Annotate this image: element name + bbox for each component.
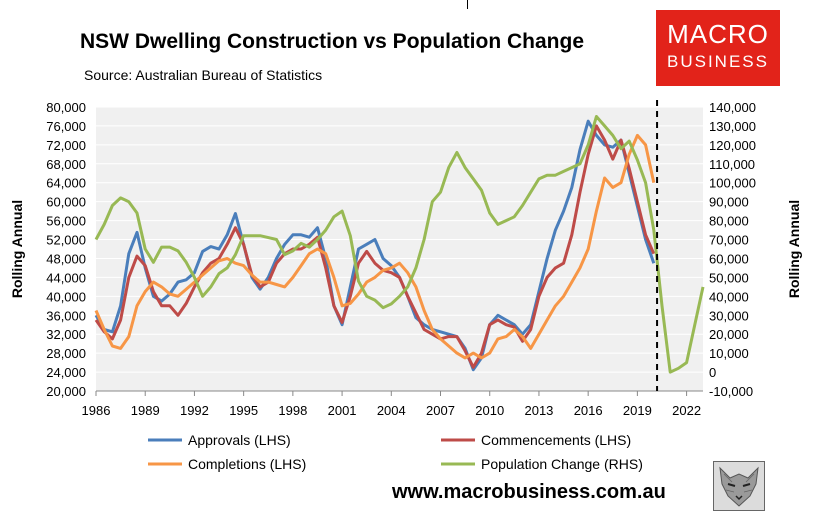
y-axis-right-title: Rolling Annual	[786, 200, 802, 298]
x-tick-label: 2004	[377, 403, 406, 418]
y-left-tick-label: 48,000	[46, 251, 86, 266]
y-left-tick-label: 36,000	[46, 308, 86, 323]
chart-title: NSW Dwelling Construction vs Population …	[80, 30, 585, 53]
y-axis-left-title: Rolling Annual	[9, 200, 25, 298]
y-axis-left: 20,000 24,000 28,000 32,000 36,000 40,000 44,0…	[46, 100, 86, 399]
logo-line-1: MACRO	[667, 19, 769, 49]
y-right-tick-label: 40,000	[709, 289, 749, 304]
y-axis-right: -10,000 0 10,000 20,000 30,000 40,000 50,000 60…	[709, 100, 756, 399]
legend-label-completions: Completions (LHS)	[188, 456, 306, 472]
y-right-tick-label: 110,000	[709, 157, 755, 172]
x-tick-label: 2013	[524, 403, 553, 418]
plot-area	[96, 107, 703, 391]
y-left-tick-label: 28,000	[46, 346, 86, 361]
logo-line-2: BUSINESS	[667, 52, 769, 71]
chart-source: Source: Australian Bureau of Statistics	[84, 67, 323, 83]
y-left-tick-label: 64,000	[46, 176, 86, 191]
y-left-tick-label: 24,000	[46, 365, 86, 380]
legend-label-population: Population Change (RHS)	[481, 456, 643, 472]
y-right-tick-label: 0	[709, 365, 716, 380]
y-right-tick-label: 90,000	[709, 195, 749, 210]
y-right-tick-label: 20,000	[709, 327, 749, 342]
y-left-tick-label: 80,000	[46, 100, 86, 115]
website-url[interactable]: www.macrobusiness.com.au	[392, 481, 666, 503]
legend-label-commencements: Commencements (LHS)	[481, 432, 631, 448]
x-tick-label: 1998	[278, 403, 307, 418]
y-right-tick-label: 60,000	[709, 251, 749, 266]
series-lines	[94, 115, 705, 374]
series-line-commencements-lhs	[94, 124, 656, 369]
x-axis: 1986 1989 1992 1995 1998 2001 2004 2007 2010 2013…	[82, 390, 703, 418]
y-left-tick-label: 68,000	[46, 157, 86, 172]
x-tick-label: 2001	[328, 403, 357, 418]
y-right-tick-label: 30,000	[709, 308, 749, 323]
x-tick-label: 2016	[574, 403, 603, 418]
macrobusiness-logo[interactable]: MACRO BUSINESS	[656, 10, 780, 86]
x-tick-label: 2007	[426, 403, 455, 418]
y-right-tick-label: 130,000	[709, 119, 756, 134]
y-left-tick-label: 20,000	[46, 384, 86, 399]
x-tick-label: 1989	[131, 403, 160, 418]
y-right-tick-label: 140,000	[709, 100, 756, 115]
x-tick-label: 1986	[82, 403, 111, 418]
y-right-tick-label: 70,000	[709, 233, 749, 248]
y-right-tick-label: -10,000	[709, 384, 753, 399]
x-tick-label: 2010	[475, 403, 504, 418]
top-edge-mark	[467, 0, 468, 9]
y-right-tick-label: 50,000	[709, 270, 749, 285]
legend-label-approvals: Approvals (LHS)	[188, 432, 291, 448]
gridlines	[96, 106, 703, 392]
y-left-tick-label: 44,000	[46, 270, 86, 285]
series-line-completions-lhs	[94, 133, 656, 360]
y-right-tick-label: 10,000	[709, 346, 749, 361]
y-left-tick-label: 60,000	[46, 195, 86, 210]
y-right-tick-label: 120,000	[709, 138, 756, 153]
x-tick-label: 1992	[180, 403, 209, 418]
wolf-logo-icon	[713, 461, 765, 511]
x-tick-label: 2022	[672, 403, 701, 418]
x-tick-label: 2019	[623, 403, 652, 418]
y-left-tick-label: 32,000	[46, 327, 86, 342]
x-tick-label: 1995	[229, 403, 258, 418]
y-left-tick-label: 52,000	[46, 233, 86, 248]
y-left-tick-label: 56,000	[46, 214, 86, 229]
series-line-population-change-rhs	[94, 115, 705, 374]
y-left-tick-label: 40,000	[46, 289, 86, 304]
series-line-approvals-lhs	[94, 119, 656, 372]
y-left-tick-label: 76,000	[46, 119, 86, 134]
y-left-tick-label: 72,000	[46, 138, 86, 153]
y-right-tick-label: 100,000	[709, 176, 756, 191]
legend: Approvals (LHS) Commencements (LHS) Comp…	[148, 432, 643, 472]
y-right-tick-label: 80,000	[709, 214, 749, 229]
